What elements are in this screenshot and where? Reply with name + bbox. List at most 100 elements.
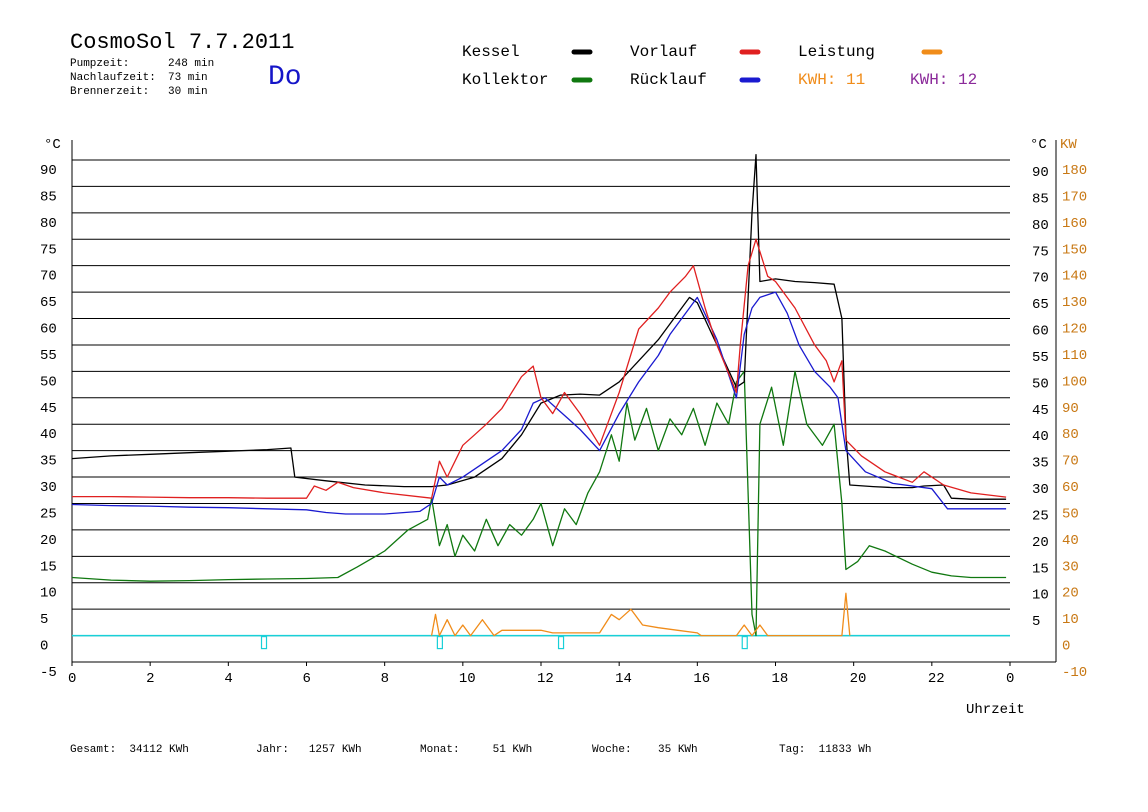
y-right-tick-label: 65 [1032,297,1049,313]
series-kessel [71,154,1007,500]
pump-marker [260,635,268,650]
x-axis-label: Uhrzeit [966,702,1025,718]
chart-title: CosmoSol 7.7.2011 [70,30,295,55]
y-tick-label: 35 [40,454,57,470]
y-tick-label: 85 [40,189,57,205]
kwh-total: KWH: 12 [910,71,977,89]
stat-label: Pumpzeit: [70,58,130,70]
y2-tick-label: 150 [1062,242,1087,258]
legend-label-leistung: Leistung [798,43,875,61]
y-right-tick-label: 55 [1032,350,1049,366]
stat-value: 248 min [168,58,215,70]
footer-value: 1257 KWh [308,744,362,756]
y2-tick-label: 160 [1062,216,1087,232]
footer-value: 11833 Wh [818,744,872,756]
y-right-tick-label: 25 [1032,508,1049,524]
x-tick-label: 6 [303,671,311,687]
footer-label: Jahr: [256,744,290,756]
x-tick-label: 16 [693,671,710,687]
y-tick-label: 60 [40,322,57,338]
footer-value: 51 KWh [492,744,533,756]
y-tick-label: 80 [40,216,57,232]
stat-nachlaufzeit: Nachlaufzeit: 73 min [70,72,208,84]
x-tick-label: 4 [224,671,232,687]
y-tick-label: -5 [40,665,57,681]
y-right-tick-label: 75 [1032,244,1049,260]
y2-tick-label: 100 [1062,374,1087,390]
footer-value: 34112 KWh [129,744,189,756]
footer-jahr: Jahr: 1257 KWh [256,744,362,756]
y2-tick-label: 40 [1062,533,1079,549]
stat-value: 73 min [168,72,208,84]
y-tick-label: 10 [40,586,57,602]
kwh-label: KWH: [798,71,837,89]
legend-label-kollektor: Kollektor [462,71,549,89]
y2-axis-unit: KW [1060,137,1077,153]
kwh-label: KWH: [910,71,949,89]
y-tick-label: 0 [40,639,48,655]
y-tick-label: 50 [40,374,57,390]
legend-label-kessel: Kessel [462,43,520,61]
y-axis-unit-left: °C [44,137,61,153]
series-ruecklauf [71,291,1007,515]
stat-brennerzeit: Brennerzeit: 30 min [70,86,208,98]
x-tick-label: 14 [615,671,632,687]
stat-pumpzeit: Pumpzeit: 248 min [70,58,214,70]
stat-label: Brennerzeit: [70,86,150,98]
y2-tick-label: 90 [1062,401,1079,417]
x-tick-label: 8 [381,671,389,687]
x-tick-label: 22 [928,671,945,687]
y-right-tick-label: 85 [1032,191,1049,207]
kwh-value: 11 [846,71,866,89]
y-right-tick-label: 35 [1032,456,1049,472]
footer-monat: Monat: 51 KWh [420,744,532,756]
y-tick-label: 5 [40,612,48,628]
series-leistung [430,592,851,637]
y-tick-label: 20 [40,533,57,549]
y-tick-label: 65 [40,295,57,311]
footer-label: Tag: [779,744,806,756]
y-right-tick-label: 45 [1032,403,1049,419]
y2-tick-label: 60 [1062,480,1079,496]
y-tick-label: 40 [40,427,57,443]
y-right-tick-label: 15 [1032,561,1049,577]
footer-tag: Tag: 11833 Wh [779,744,871,756]
x-tick-label: 18 [772,671,789,687]
legend-label-ruecklauf: Rücklauf [630,71,707,89]
pump-marker [557,635,565,650]
footer-woche: Woche: 35 KWh [592,744,698,756]
y-right-tick-label: 20 [1032,535,1049,551]
pump-marker [741,635,748,650]
y2-tick-label: 10 [1062,612,1079,628]
series-kollektor [71,370,1007,637]
y2-tick-label: 130 [1062,295,1087,311]
kwh-value: 12 [958,71,978,89]
x-tick-label: 12 [537,671,554,687]
y-axis-unit-right: °C [1030,137,1047,153]
legend-label-vorlauf: Vorlauf [630,43,698,61]
footer-value: 35 KWh [658,744,698,756]
y-right-tick-label: 30 [1032,482,1049,498]
y2-tick-label: 120 [1062,322,1087,338]
weekday-label: Do [268,62,302,93]
y-right-tick-label: 60 [1032,324,1049,340]
y2-tick-label: 20 [1062,586,1079,602]
footer-label: Woche: [592,744,632,756]
stat-label: Nachlaufzeit: [70,72,156,84]
y-right-tick-label: 10 [1032,588,1049,604]
y-tick-label: 75 [40,242,57,258]
x-tick-label: 2 [146,671,154,687]
y-right-tick-label: 50 [1032,376,1049,392]
y-tick-label: 90 [40,163,57,179]
pump-marker [436,635,443,650]
footer-label: Gesamt: [70,744,117,756]
y-tick-label: 55 [40,348,57,364]
y2-tick-label: 170 [1062,189,1087,205]
y2-tick-label: 110 [1062,348,1087,364]
y-right-tick-label: 40 [1032,429,1049,445]
y2-tick-label: 180 [1062,163,1087,179]
y2-tick-label: 0 [1062,639,1070,655]
x-tick-label: 20 [850,671,867,687]
y2-tick-label: 140 [1062,269,1087,285]
